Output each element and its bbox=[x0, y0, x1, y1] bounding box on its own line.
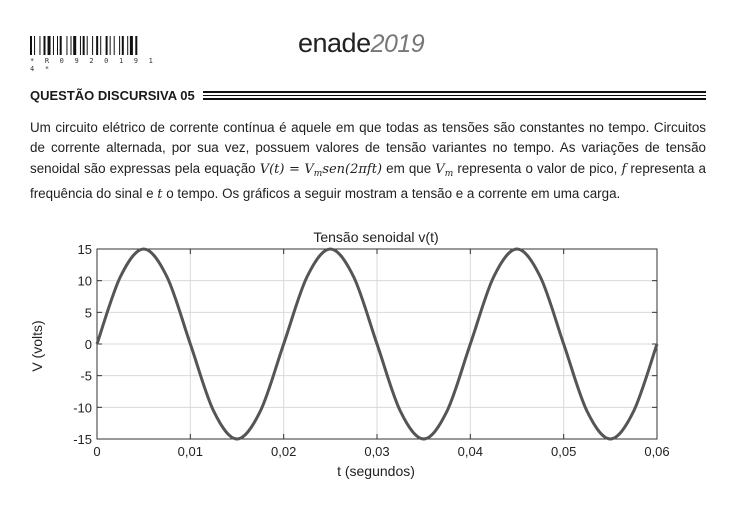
equation: V(t) = Vmsen(2πft) bbox=[260, 162, 382, 177]
barcode-bar bbox=[106, 36, 108, 55]
barcode-bar bbox=[80, 36, 81, 55]
chart-title: Tensão senoidal v(t) bbox=[313, 229, 438, 245]
barcode-bar bbox=[92, 36, 93, 55]
barcode-bar bbox=[60, 36, 62, 55]
question-title: QUESTÃO DISCURSIVA 05 bbox=[30, 88, 195, 103]
title-rule bbox=[203, 91, 706, 100]
x-tick-label: 0,06 bbox=[644, 444, 669, 459]
x-tick-label: 0,01 bbox=[178, 444, 203, 459]
barcode-bar bbox=[53, 36, 54, 55]
eq-rhs: sen(2πft) bbox=[322, 162, 382, 177]
y-tick-label: 0 bbox=[85, 337, 92, 352]
barcode-bar bbox=[122, 36, 124, 55]
y-tick-label: 5 bbox=[85, 305, 92, 320]
barcode-bar bbox=[73, 36, 76, 55]
logo-main: enade bbox=[298, 28, 371, 58]
barcode-bar bbox=[114, 36, 115, 55]
barcode-bar bbox=[44, 36, 46, 55]
barcode-bar bbox=[127, 36, 128, 55]
y-tick-label: -10 bbox=[73, 400, 92, 415]
vm-sub: m bbox=[445, 169, 454, 179]
y-axis-label: V (volts) bbox=[29, 320, 45, 371]
barcode-bar bbox=[87, 36, 88, 55]
barcode-bar bbox=[130, 36, 133, 55]
x-tick-label: 0 bbox=[93, 444, 100, 459]
barcode-bar bbox=[71, 36, 72, 55]
text-part: em que bbox=[382, 161, 435, 176]
barcode-bar bbox=[48, 36, 51, 55]
barcode-bar bbox=[83, 36, 85, 55]
text-part: o tempo. Os gráficos a seguir mostram a … bbox=[163, 186, 621, 201]
x-axis-label: t (segundos) bbox=[337, 463, 415, 479]
barcode-bar bbox=[100, 36, 101, 55]
barcode-number: * R 0 9 2 0 1 9 1 4 * bbox=[30, 57, 170, 73]
barcode-bar bbox=[30, 36, 32, 55]
question-header: QUESTÃO DISCURSIVA 05 bbox=[30, 87, 706, 103]
y-tick-label: 15 bbox=[78, 242, 92, 257]
x-tick-label: 0,02 bbox=[271, 444, 296, 459]
vm-symbol: Vm bbox=[435, 162, 453, 177]
question-text: Um circuito elétrico de corrente contínu… bbox=[30, 118, 706, 206]
x-tick-label: 0,05 bbox=[551, 444, 576, 459]
barcode-bar bbox=[135, 36, 137, 55]
eq-lhs: V(t) = V bbox=[260, 162, 314, 177]
barcode-bar bbox=[110, 36, 111, 55]
barcode-bar bbox=[34, 36, 35, 55]
barcode-bar bbox=[57, 36, 58, 55]
y-tick-label: 10 bbox=[78, 274, 92, 289]
y-tick-label: -15 bbox=[73, 432, 92, 447]
y-tick-label: -5 bbox=[80, 369, 92, 384]
text-part: representa o valor de pico, bbox=[453, 161, 621, 176]
barcode-bar bbox=[96, 36, 98, 55]
barcode-bar bbox=[66, 36, 67, 55]
barcode-bar bbox=[39, 36, 40, 55]
enade-logo: enade2019 bbox=[298, 28, 424, 59]
logo-year: 2019 bbox=[371, 30, 425, 58]
x-tick-label: 0,03 bbox=[364, 444, 389, 459]
x-tick-label: 0,04 bbox=[458, 444, 483, 459]
barcode-bar bbox=[119, 36, 120, 55]
voltage-chart: Tensão senoidal v(t) 0 0,01 0,02 0,03 0,04 0,… bbox=[0, 222, 732, 490]
vm-v: V bbox=[435, 162, 444, 177]
